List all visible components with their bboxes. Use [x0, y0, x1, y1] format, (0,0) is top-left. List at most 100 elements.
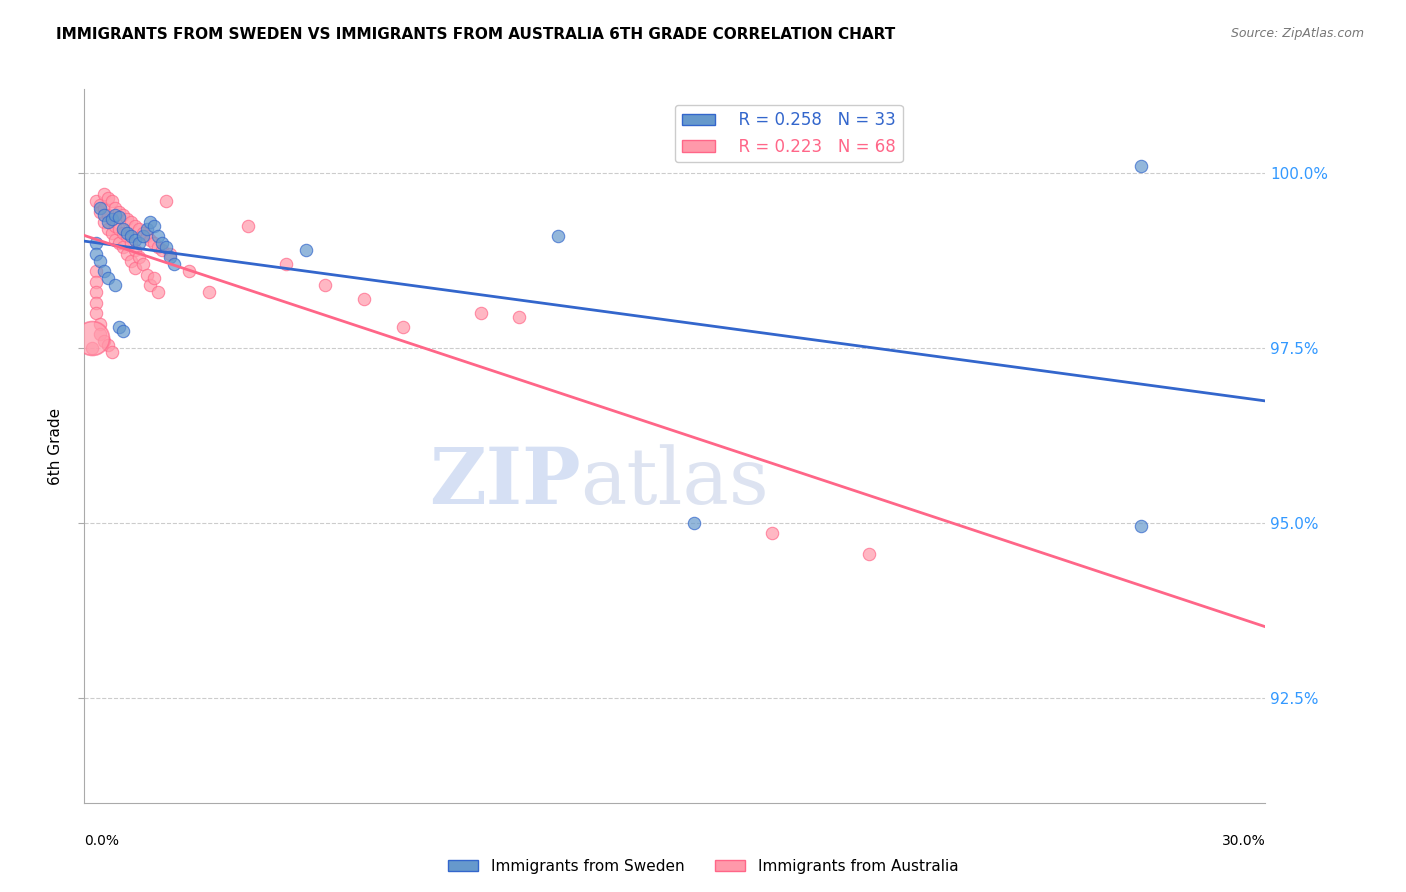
Point [131, 229, 153, 244]
Point [179, 264, 201, 278]
Point [148, 239, 170, 253]
Point [89, 327, 111, 342]
Point [112, 208, 135, 222]
Point [143, 271, 166, 285]
Point [135, 229, 157, 244]
Point [89, 197, 111, 211]
Point [84, 275, 107, 289]
Point [84, 194, 107, 208]
Text: atlas: atlas [581, 444, 769, 519]
Text: 30.0%: 30.0% [1222, 834, 1265, 848]
Text: ZIP: ZIP [429, 443, 581, 520]
Point [108, 204, 131, 219]
Point [93, 215, 115, 229]
Point [93, 334, 115, 348]
Point [131, 257, 153, 271]
Point [84, 236, 107, 251]
Point [547, 229, 569, 244]
Point [97, 337, 120, 351]
Point [93, 264, 115, 278]
Point [148, 285, 170, 299]
Point [508, 310, 530, 324]
Point [139, 278, 162, 293]
Point [155, 239, 177, 253]
Point [100, 211, 122, 226]
Point [392, 320, 415, 334]
Point [858, 548, 880, 562]
Point [97, 222, 120, 236]
Point [124, 219, 146, 233]
Point [97, 191, 120, 205]
Text: Source: ZipAtlas.com: Source: ZipAtlas.com [1230, 27, 1364, 40]
Point [159, 246, 181, 260]
Point [93, 208, 115, 222]
Point [84, 295, 107, 310]
Point [89, 201, 111, 215]
Point [84, 264, 107, 278]
Point [135, 268, 157, 282]
Point [104, 278, 127, 293]
Point [89, 253, 111, 268]
Point [108, 222, 131, 236]
Point [82, 341, 104, 355]
Point [353, 292, 375, 306]
Point [93, 187, 115, 202]
Point [139, 215, 162, 229]
Point [115, 226, 138, 240]
Point [104, 219, 127, 233]
Point [112, 324, 135, 338]
Point [150, 236, 173, 251]
Point [120, 229, 142, 244]
Point [150, 243, 173, 257]
Point [115, 246, 138, 260]
Y-axis label: 6th Grade: 6th Grade [48, 408, 63, 484]
Point [131, 226, 153, 240]
Point [100, 226, 122, 240]
Point [1130, 519, 1153, 533]
Point [112, 226, 135, 240]
Point [97, 271, 120, 285]
Point [139, 233, 162, 247]
Legend:   R = 0.258   N = 33,   R = 0.223   N = 68: R = 0.258 N = 33, R = 0.223 N = 68 [675, 104, 903, 162]
Point [120, 236, 142, 251]
Point [159, 250, 181, 264]
Point [112, 222, 135, 236]
Point [84, 285, 107, 299]
Text: IMMIGRANTS FROM SWEDEN VS IMMIGRANTS FROM AUSTRALIA 6TH GRADE CORRELATION CHART: IMMIGRANTS FROM SWEDEN VS IMMIGRANTS FRO… [56, 27, 896, 42]
Point [115, 211, 138, 226]
Point [124, 243, 146, 257]
Point [97, 215, 120, 229]
Point [761, 526, 783, 541]
Point [236, 219, 259, 233]
Point [100, 194, 122, 208]
Point [1130, 159, 1153, 173]
Point [163, 257, 186, 271]
Point [155, 194, 177, 208]
Point [276, 257, 298, 271]
Point [143, 219, 166, 233]
Point [97, 208, 120, 222]
Point [108, 210, 131, 224]
Point [89, 317, 111, 331]
Point [104, 201, 127, 215]
Point [108, 236, 131, 251]
Point [84, 246, 107, 260]
Point [143, 236, 166, 251]
Point [84, 306, 107, 320]
Point [683, 516, 706, 530]
Point [128, 250, 150, 264]
Point [314, 278, 336, 293]
Point [295, 243, 318, 257]
Point [89, 204, 111, 219]
Point [104, 208, 127, 222]
Point [93, 201, 115, 215]
Point [120, 253, 142, 268]
Point [197, 285, 219, 299]
Point [100, 211, 122, 226]
Point [148, 229, 170, 244]
Point [112, 239, 135, 253]
Point [128, 222, 150, 236]
Point [120, 215, 142, 229]
Point [104, 233, 127, 247]
Point [135, 222, 157, 236]
